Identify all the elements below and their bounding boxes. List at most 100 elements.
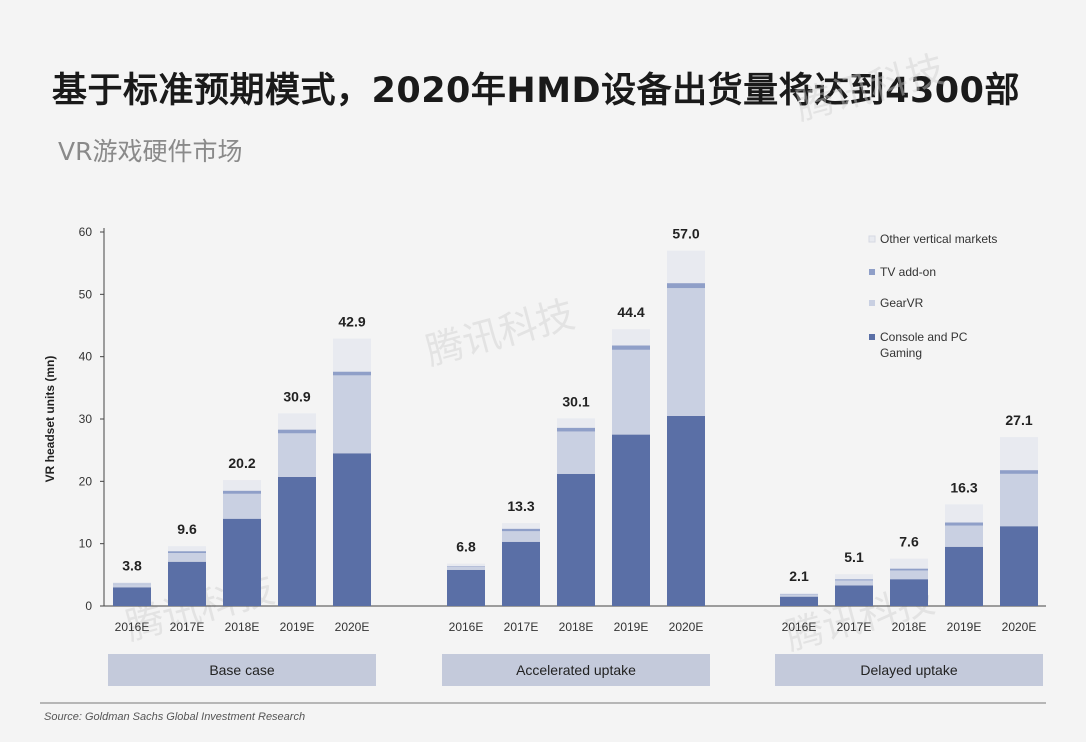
y-tick-label: 60: [79, 225, 93, 239]
bar-segment-console-and-pc-gaming: [557, 473, 595, 606]
x-tick-label: 2016E: [115, 620, 150, 634]
y-tick-label: 30: [79, 412, 93, 426]
bar-total-label: 13.3: [507, 498, 534, 514]
bar-segment-other-vertical-markets: [278, 413, 316, 430]
watermark-text: 腾讯科技: [421, 292, 579, 374]
bar-segment-gearvr: [502, 531, 540, 542]
bar-segment-other-vertical-markets: [835, 574, 873, 580]
bar-total-label: 6.8: [456, 539, 476, 555]
bar-segment-tv-add-on: [113, 583, 151, 585]
bar-segment-console-and-pc-gaming: [223, 518, 261, 606]
bar-segment-console-and-pc-gaming: [835, 585, 873, 606]
bar-segment-gearvr: [945, 525, 983, 547]
x-tick-label: 2020E: [669, 620, 704, 634]
bar-segment-other-vertical-markets: [223, 480, 261, 491]
bar-segment-gearvr: [835, 580, 873, 586]
bar-total-label: 30.1: [562, 393, 589, 409]
bar-segment-gearvr: [1000, 473, 1038, 527]
bar-total-label: 27.1: [1005, 412, 1032, 428]
bar-segment-console-and-pc-gaming: [780, 596, 818, 606]
bar-segment-gearvr: [612, 349, 650, 435]
bar-segment-console-and-pc-gaming: [278, 476, 316, 606]
page-title: 基于标准预期模式，2020年HMD设备出货量将达到4300部: [52, 71, 1020, 111]
bars-layer: 3.8 2016E 9.6 2017E 20.2 2018E 30.9 2019E 42.9 20…: [113, 226, 1038, 634]
bar-segment-tv-add-on: [612, 345, 650, 350]
bar-segment-gearvr: [113, 584, 151, 588]
y-tick-label: 0: [85, 599, 92, 613]
x-tick-label: 2016E: [449, 620, 484, 634]
bar-segment-console-and-pc-gaming: [890, 579, 928, 606]
legend-label: Other vertical markets: [880, 232, 997, 246]
bar-segment-console-and-pc-gaming: [333, 453, 371, 606]
bar-segment-gearvr: [557, 431, 595, 474]
legend-label: GearVR: [880, 296, 924, 310]
x-tick-label: 2017E: [837, 620, 872, 634]
bar-segment-tv-add-on: [447, 566, 485, 567]
bar-segment-other-vertical-markets: [612, 329, 650, 346]
bar-segment-console-and-pc-gaming: [502, 541, 540, 606]
legend: Other vertical markets TV add-on GearVR Con…: [868, 232, 997, 360]
bar-segment-console-and-pc-gaming: [945, 546, 983, 606]
bar-segment-gearvr: [780, 594, 818, 597]
bar-segment-tv-add-on: [945, 522, 983, 526]
bar-total-label: 42.9: [338, 314, 365, 330]
x-tick-label: 2018E: [225, 620, 260, 634]
bar-total-label: 9.6: [177, 521, 197, 537]
y-tick-label: 50: [79, 287, 93, 301]
bar-segment-console-and-pc-gaming: [168, 561, 206, 606]
x-tick-label: 2017E: [170, 620, 205, 634]
bar-total-label: 30.9: [283, 388, 310, 404]
y-tick-label: 10: [79, 537, 93, 551]
bar-total-label: 44.4: [617, 304, 644, 320]
bar-segment-tv-add-on: [780, 594, 818, 595]
bar-segment-gearvr: [447, 566, 485, 570]
bar-segment-gearvr: [223, 493, 261, 519]
watermark-text: 腾讯科技: [791, 47, 949, 129]
bar-segment-tv-add-on: [835, 579, 873, 581]
bar-total-label: 57.0: [672, 226, 699, 242]
bar-segment-tv-add-on: [223, 490, 261, 494]
legend-swatch-gearvr: [869, 300, 875, 306]
bar-segment-gearvr: [667, 288, 705, 416]
group-label: Accelerated uptake: [516, 662, 636, 678]
y-tick-label: 40: [79, 350, 93, 364]
x-tick-label: 2019E: [947, 620, 982, 634]
bar-segment-tv-add-on: [1000, 470, 1038, 474]
page-subtitle: VR游戏硬件市场: [58, 137, 243, 166]
bar-segment-other-vertical-markets: [667, 250, 705, 284]
x-tick-label: 2019E: [614, 620, 649, 634]
group-label: Base case: [209, 662, 275, 678]
legend-swatch-console-and-pc-gaming: [869, 334, 875, 340]
bar-segment-other-vertical-markets: [1000, 437, 1038, 471]
bar-segment-console-and-pc-gaming: [113, 587, 151, 606]
bar-segment-tv-add-on: [333, 371, 371, 376]
bar-segment-console-and-pc-gaming: [612, 434, 650, 606]
y-tick-label: 20: [79, 474, 93, 488]
group-band: [108, 654, 376, 686]
bar-segment-other-vertical-markets: [447, 563, 485, 567]
group-label: Delayed uptake: [860, 662, 958, 678]
legend-swatch-other-vertical-markets: [868, 235, 876, 243]
bar-segment-other-vertical-markets: [780, 592, 818, 595]
bar-total-label: 5.1: [844, 549, 864, 565]
bar-total-label: 2.1: [789, 568, 809, 584]
bar-segment-gearvr: [168, 553, 206, 562]
bar-segment-other-vertical-markets: [113, 582, 151, 584]
legend-label: TV add-on: [880, 265, 936, 279]
bar-segment-console-and-pc-gaming: [667, 415, 705, 606]
legend-label: Gaming: [880, 346, 922, 360]
bar-segment-gearvr: [890, 570, 928, 580]
x-tick-label: 2017E: [504, 620, 539, 634]
bar-total-label: 20.2: [228, 455, 255, 471]
bar-segment-tv-add-on: [168, 551, 206, 554]
bar-total-label: 7.6: [899, 534, 919, 550]
legend-swatch-tv-add-on: [869, 269, 875, 275]
bar-segment-gearvr: [278, 433, 316, 477]
bar-segment-other-vertical-markets: [502, 523, 540, 529]
bar-segment-console-and-pc-gaming: [447, 569, 485, 606]
bar-total-label: 3.8: [122, 557, 142, 573]
bar-segment-other-vertical-markets: [557, 418, 595, 428]
bar-segment-tv-add-on: [667, 283, 705, 289]
bar-segment-other-vertical-markets: [890, 558, 928, 569]
bar-segment-tv-add-on: [557, 427, 595, 432]
